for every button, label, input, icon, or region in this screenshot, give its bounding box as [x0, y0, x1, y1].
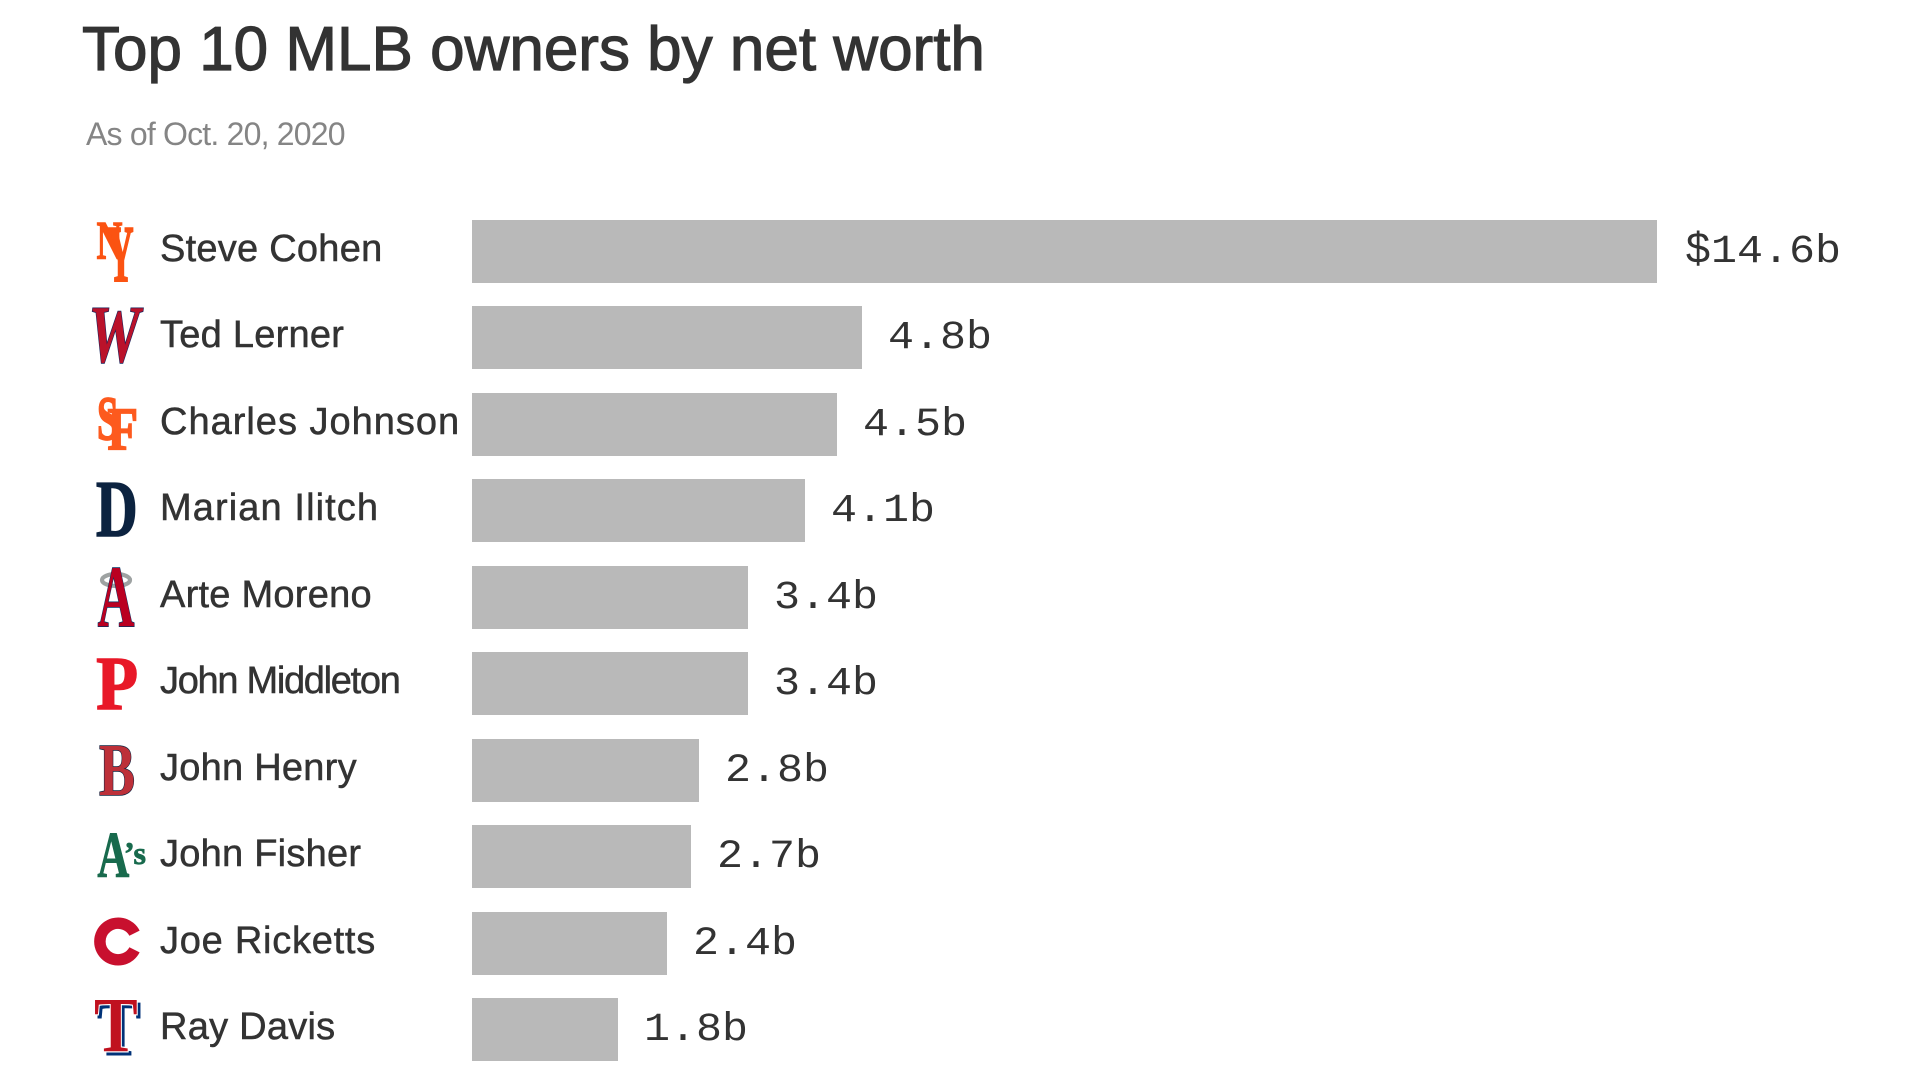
svg-text:S: S	[97, 385, 118, 454]
svg-text:D: D	[96, 466, 138, 554]
svg-text:P: P	[96, 642, 138, 726]
svg-text:Y: Y	[108, 208, 134, 299]
svg-text:T: T	[97, 986, 141, 1073]
svg-text:A: A	[98, 548, 135, 646]
svg-text:N: N	[97, 210, 123, 270]
svg-text:A: A	[97, 819, 129, 892]
svg-text:F: F	[108, 396, 139, 462]
svg-text:’s: ’s	[124, 835, 146, 871]
svg-text:W: W	[88, 290, 143, 380]
svg-text:T: T	[94, 982, 138, 1069]
svg-text:B: B	[99, 730, 135, 812]
